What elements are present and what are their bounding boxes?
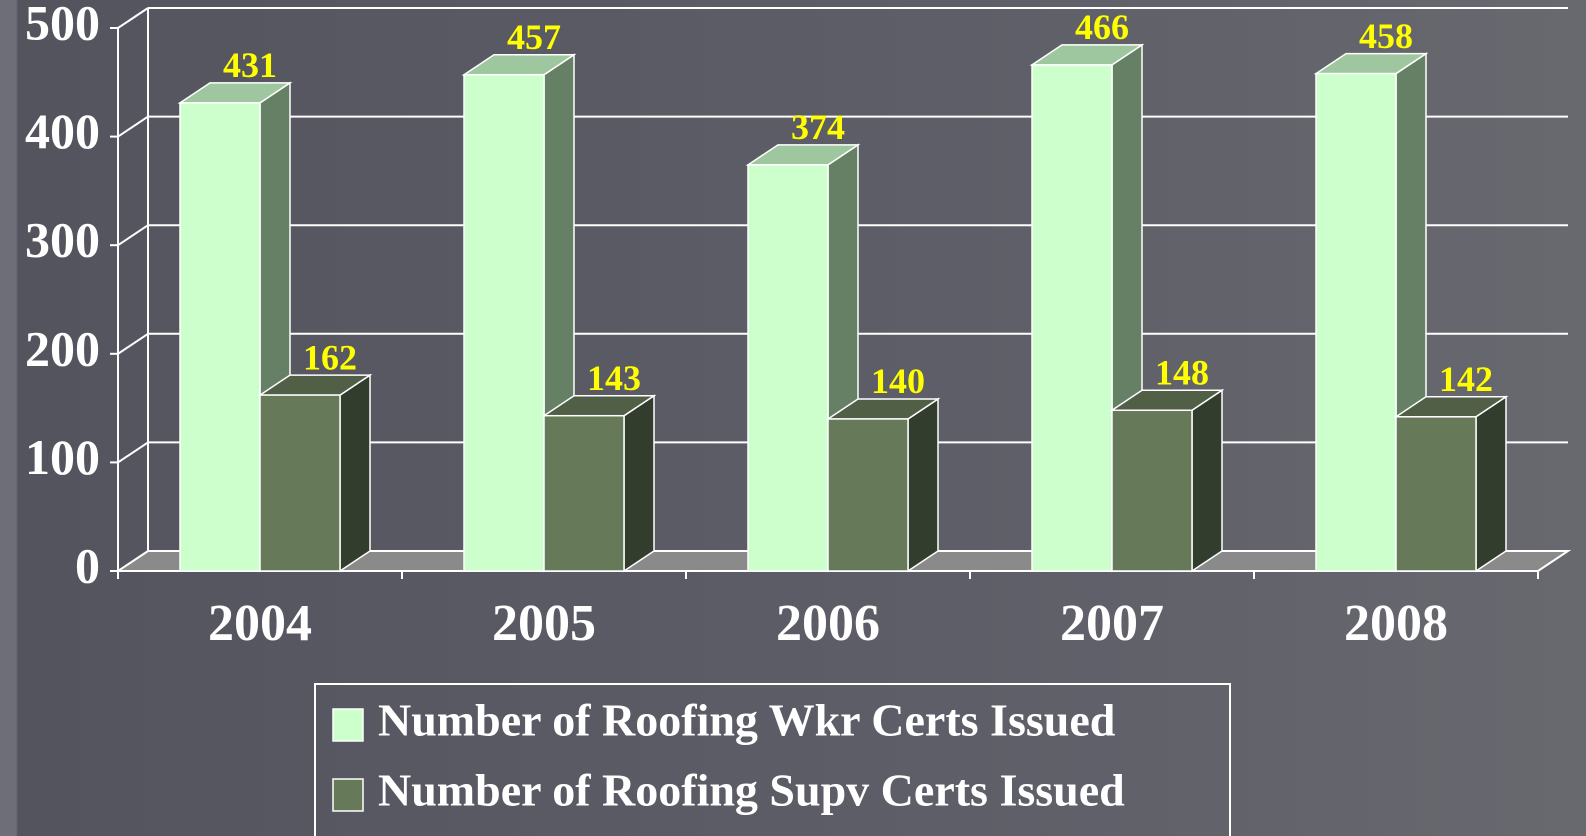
- legend-box: [314, 683, 1231, 836]
- bar: [1109, 388, 1225, 573]
- data-label: 458: [1359, 16, 1413, 56]
- bar-front: [1031, 64, 1113, 572]
- grid-line-side: [117, 224, 149, 247]
- y-tick-label: 0: [75, 537, 100, 593]
- legend-swatch: [332, 778, 364, 812]
- grid-line-side: [117, 332, 149, 355]
- data-label: 140: [871, 361, 925, 401]
- y-tick-label: 400: [25, 103, 100, 159]
- bar-front: [747, 164, 829, 572]
- data-label: 457: [507, 17, 561, 57]
- data-label: 431: [223, 45, 277, 85]
- bar-side: [623, 394, 655, 573]
- grid-line-side: [117, 115, 149, 138]
- data-label: 162: [303, 337, 357, 377]
- bar: [1393, 395, 1509, 573]
- bar-side: [1475, 395, 1507, 573]
- data-label: 143: [587, 358, 641, 398]
- bar: [257, 373, 373, 573]
- bar-front: [1395, 416, 1477, 572]
- bar-side: [339, 373, 371, 573]
- bar-front: [463, 73, 545, 572]
- bar: [825, 397, 941, 573]
- data-label: 148: [1155, 353, 1209, 393]
- y-tick-label: 100: [25, 429, 100, 485]
- bar: [541, 394, 657, 573]
- x-tick-label: 2006: [776, 595, 880, 652]
- grid-line-side: [117, 441, 149, 464]
- bar-front: [543, 414, 625, 572]
- bar-side: [907, 397, 939, 573]
- x-tick-label: 2005: [492, 595, 596, 652]
- x-tick-label: 2007: [1060, 595, 1164, 652]
- y-tick-label: 300: [25, 212, 100, 268]
- data-label: 374: [791, 107, 845, 147]
- x-tick-label: 2004: [208, 595, 312, 652]
- bar-front: [179, 102, 261, 572]
- legend-label: Number of Roofing Supv Certs Issued: [378, 765, 1125, 816]
- grid-line-side: [117, 7, 149, 29]
- bar-front: [1315, 72, 1397, 572]
- x-tick-label: 2008: [1344, 595, 1448, 652]
- bar-side: [1191, 388, 1223, 573]
- legend-label: Number of Roofing Wkr Certs Issued: [378, 695, 1116, 746]
- bar-front: [1111, 409, 1193, 572]
- bar-front: [827, 418, 909, 572]
- data-label: 466: [1075, 7, 1129, 47]
- legend-swatch: [332, 708, 364, 742]
- bar-front: [259, 394, 341, 572]
- data-label: 142: [1439, 359, 1493, 399]
- y-tick-label: 500: [25, 0, 100, 50]
- y-tick-label: 200: [25, 320, 100, 376]
